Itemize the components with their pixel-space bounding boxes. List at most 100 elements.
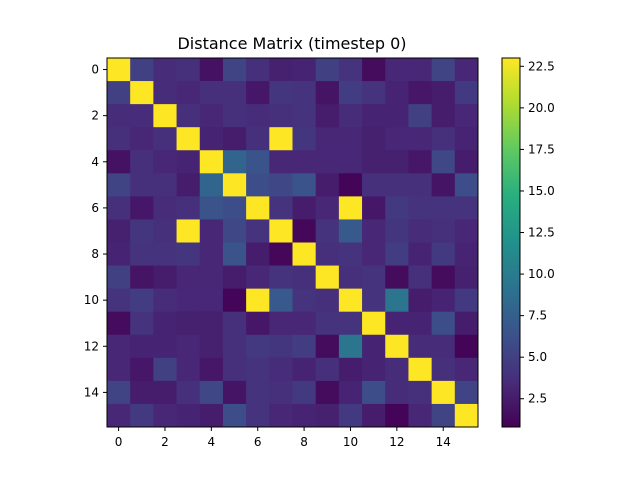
heatmap-cell (454, 173, 479, 197)
heatmap-cell (153, 334, 177, 359)
heatmap-cell (292, 311, 317, 336)
heatmap-cell (222, 288, 247, 313)
heatmap-cell (222, 380, 247, 405)
heatmap-cell (153, 104, 177, 128)
y-tick-label: 4 (91, 155, 99, 169)
heatmap-cell (408, 265, 433, 290)
heatmap-cell (292, 288, 317, 313)
heatmap-cell (431, 219, 456, 243)
x-axis: 0 2 4 6 8 10 12 14 (115, 427, 451, 449)
heatmap-cell (176, 58, 201, 82)
heatmap-cell (408, 196, 433, 220)
heatmap-cell (246, 288, 270, 313)
heatmap-cell (269, 150, 293, 174)
heatmap-cell (153, 311, 177, 336)
heatmap-cell (176, 311, 201, 336)
heatmap-cell (338, 219, 363, 243)
heatmap-cell (222, 196, 247, 220)
heatmap-cell (130, 288, 154, 313)
heatmap-cell (107, 403, 131, 428)
heatmap-cell (107, 380, 131, 405)
heatmap-cell (431, 150, 456, 174)
heatmap-cell (222, 334, 247, 359)
heatmap-cell (362, 196, 386, 220)
heatmap-cell (130, 150, 154, 174)
heatmap-cell (431, 127, 456, 151)
heatmap-cell (153, 219, 177, 243)
heatmap-cell (199, 288, 224, 313)
y-tick-label: 10 (84, 293, 99, 307)
heatmap-cell (362, 311, 386, 336)
heatmap-cell (153, 150, 177, 174)
heatmap-cell (315, 311, 340, 336)
heatmap-cell (362, 357, 386, 382)
heatmap-cell (408, 127, 433, 151)
heatmap-cell (176, 150, 201, 174)
x-tick-label: 14 (436, 435, 451, 449)
heatmap-cell (153, 357, 177, 382)
chart-title: Distance Matrix (timestep 0) (177, 34, 406, 53)
heatmap-cell (454, 334, 479, 359)
x-tick-label: 4 (208, 435, 216, 449)
heatmap-cell (431, 242, 456, 266)
heatmap-cell (292, 173, 317, 197)
heatmap-cell (222, 242, 247, 266)
heatmap-cell (362, 173, 386, 197)
heatmap-cell (176, 127, 201, 151)
heatmap-cell (338, 334, 363, 359)
heatmap-cell (338, 403, 363, 428)
heatmap-cell (130, 196, 154, 220)
heatmap-cell (315, 58, 340, 82)
heatmap-cell (153, 81, 177, 105)
heatmap-cell (454, 104, 479, 128)
heatmap-cell (153, 380, 177, 405)
heatmap-cell (362, 81, 386, 105)
heatmap-cell (315, 403, 340, 428)
heatmap-cell (292, 334, 317, 359)
heatmap-cell (385, 265, 409, 290)
heatmap-cell (199, 104, 224, 128)
heatmap-cell (130, 219, 154, 243)
heatmap-cell (385, 81, 409, 105)
heatmap-cell (385, 104, 409, 128)
heatmap-cell (107, 150, 131, 174)
heatmap-cell (246, 242, 270, 266)
heatmap-cell (153, 403, 177, 428)
heatmap-cell (176, 104, 201, 128)
heatmap-cell (246, 127, 270, 151)
heatmap-cell (338, 196, 363, 220)
heatmap-cell (362, 242, 386, 266)
heatmap-cell (385, 357, 409, 382)
heatmap-cell (338, 150, 363, 174)
heatmap-cell (199, 265, 224, 290)
heatmap-cell (222, 58, 247, 82)
y-tick-label: 14 (84, 385, 99, 399)
heatmap-cell (153, 127, 177, 151)
heatmap-cell (107, 81, 131, 105)
heatmap-cell (338, 58, 363, 82)
heatmap-cell (315, 265, 340, 290)
heatmap-cell (292, 403, 317, 428)
colorbar-tick-label: 20.0 (528, 101, 555, 115)
heatmap-cell (431, 104, 456, 128)
heatmap-cell (454, 265, 479, 290)
heatmap-cell (107, 265, 131, 290)
heatmap-cell (362, 380, 386, 405)
heatmap-cell (292, 81, 317, 105)
heatmap-cell (431, 380, 456, 405)
heatmap-cell (153, 265, 177, 290)
heatmap-cell (454, 380, 479, 405)
heatmap-cell (338, 265, 363, 290)
heatmap-cell (431, 288, 456, 313)
heatmap-cell (107, 242, 131, 266)
heatmap-cell (292, 127, 317, 151)
heatmap-cell (315, 242, 340, 266)
heatmap-cell (176, 196, 201, 220)
heatmap-cell (222, 104, 247, 128)
heatmap-cell (107, 127, 131, 151)
heatmap-cell (176, 288, 201, 313)
heatmap-cell (385, 242, 409, 266)
heatmap-cell (338, 81, 363, 105)
heatmap-cell (454, 242, 479, 266)
